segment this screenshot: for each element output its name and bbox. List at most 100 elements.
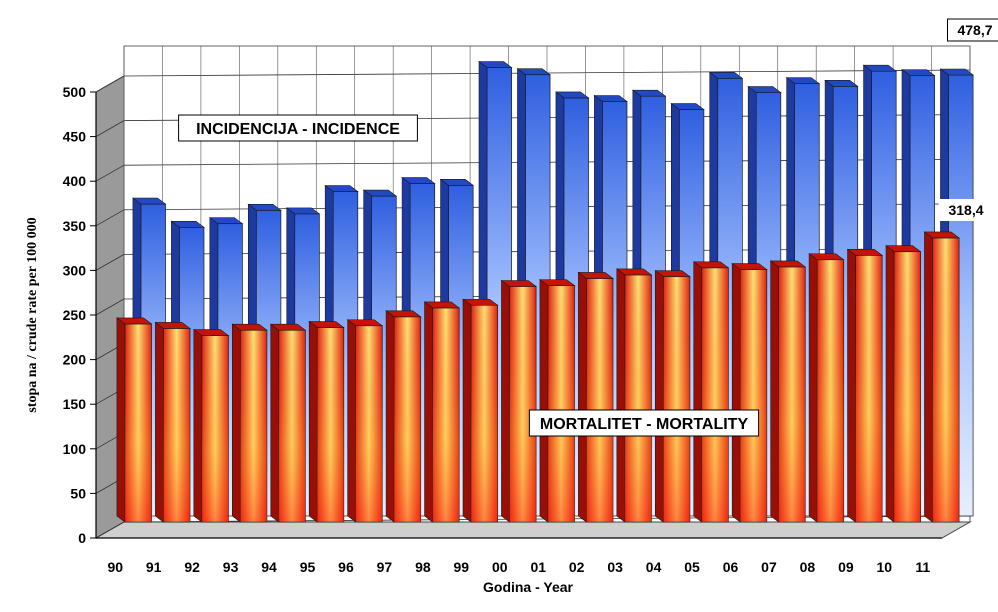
- mortality-bar-face: [778, 266, 806, 523]
- mortality-bar-side: [270, 323, 280, 523]
- mortality-bar: [308, 320, 345, 523]
- mortality-bar-side: [770, 260, 779, 523]
- x-tick-label: 09: [838, 559, 854, 575]
- x-tick-label: 99: [454, 559, 470, 575]
- floor: [94, 521, 972, 539]
- mortality-bar-face: [662, 276, 691, 523]
- x-tick-label: 04: [646, 559, 662, 575]
- mortality-bar-face: [201, 335, 229, 523]
- mortality-bar: [885, 245, 922, 523]
- mortality-bar: [154, 321, 191, 523]
- mortality-bar-face: [124, 323, 152, 523]
- legend-label-mortality-box: [528, 409, 760, 437]
- mortality-bar-side: [847, 248, 856, 523]
- mortality-bar-side: [462, 298, 472, 523]
- mortality-bar: [423, 301, 461, 523]
- mortality-bar-face: [355, 325, 383, 523]
- mortality-bar-face: [432, 307, 460, 523]
- y-tick-label: 200: [63, 352, 87, 368]
- gridline-side: [95, 75, 125, 93]
- gridline-side: [95, 209, 125, 227]
- mortality-bar: [346, 319, 384, 523]
- legend-label-incidence: INCIDENCIJA - INCIDENCE: [196, 121, 400, 138]
- mortality-bar-side: [155, 321, 164, 523]
- x-tick-label: 95: [300, 559, 316, 575]
- x-tick-label: 96: [338, 559, 354, 575]
- mortality-bar: [615, 268, 653, 523]
- y-tick-label: 350: [63, 218, 87, 234]
- mortality-bar-side: [924, 231, 933, 523]
- mortality-bar-side: [116, 317, 126, 523]
- x-tick-label: 01: [530, 559, 546, 575]
- mortality-bar-side: [308, 320, 318, 523]
- mortality-bar: [808, 253, 845, 523]
- x-tick-label: 97: [377, 559, 393, 575]
- mortality-bar: [692, 261, 730, 523]
- mortality-bar-face: [163, 328, 191, 523]
- data-label: 478,7: [957, 22, 992, 38]
- mortality-bar-face: [893, 251, 921, 523]
- gridline-side: [95, 298, 125, 316]
- mortality-bar-side: [539, 279, 549, 523]
- x-tick-label: 00: [492, 559, 508, 575]
- mortality-bar-face: [739, 269, 768, 523]
- mortality-bar-face: [393, 316, 422, 523]
- mortality-bar: [500, 279, 537, 523]
- y-tick-label: 500: [63, 84, 87, 100]
- mortality-bar: [654, 270, 691, 523]
- legend-label-incidence-box: [178, 114, 418, 142]
- x-tick-label: 11: [915, 559, 930, 575]
- mortality-bar: [231, 323, 268, 523]
- y-tick-label: 50: [70, 485, 86, 501]
- mortality-bar-side: [501, 279, 510, 523]
- mortality-bar-side: [578, 271, 587, 523]
- legend-label-mortality: MORTALITET - MORTALITY: [540, 416, 749, 433]
- data-label: 318,4: [948, 202, 983, 218]
- mortality-bar-side: [731, 262, 741, 523]
- mortality-bar-face: [932, 237, 960, 523]
- x-axis-title: Godina - Year: [483, 579, 574, 595]
- x-tick-label: 06: [723, 559, 739, 575]
- mortality-bar: [539, 279, 576, 523]
- gridline-side: [95, 164, 125, 182]
- gridline-side: [95, 254, 125, 271]
- x-tick-label: 98: [415, 559, 431, 575]
- x-tick-label: 90: [107, 559, 123, 575]
- mortality-bar-face: [816, 259, 845, 523]
- mortality-bar-side: [193, 328, 203, 523]
- x-tick-label: 93: [223, 559, 239, 575]
- gridline-side: [95, 120, 125, 137]
- mortality-bar-side: [231, 323, 241, 523]
- mortality-bar-side: [424, 301, 433, 523]
- mortality-bar: [731, 262, 768, 523]
- gridline-side: [95, 521, 125, 539]
- mortality-bar: [846, 248, 884, 523]
- x-tick-label: 03: [607, 559, 623, 575]
- mortality-bar-side: [693, 261, 703, 523]
- mortality-bar: [923, 231, 960, 523]
- x-tick-label: 94: [261, 559, 277, 575]
- mortality-bar-face: [624, 274, 652, 523]
- mortality-bar-side: [885, 245, 895, 523]
- mortality-bar: [116, 317, 153, 523]
- mortality-bar-side: [616, 268, 626, 523]
- mortality-bar: [769, 260, 807, 523]
- x-tick-label: 05: [684, 559, 700, 575]
- mortality-bar-side: [347, 319, 356, 523]
- y-tick-label: 0: [78, 530, 86, 546]
- mortality-bar-face: [278, 329, 306, 523]
- x-tick-label: 07: [761, 559, 777, 575]
- data-label-box: [947, 18, 998, 42]
- mortality-bar-face: [855, 254, 883, 523]
- y-tick-label: 450: [63, 129, 87, 145]
- mortality-bar: [192, 328, 230, 523]
- mortality-bar-face: [701, 267, 729, 523]
- mortality-bar-side: [654, 270, 664, 523]
- mortality-bar-face: [470, 304, 498, 523]
- mortality-bar-face: [239, 329, 268, 523]
- y-tick-label: 300: [63, 262, 87, 278]
- y-axis-title: stopa na / crude rate per 100 000: [25, 217, 40, 412]
- y-tick-label: 150: [63, 396, 87, 412]
